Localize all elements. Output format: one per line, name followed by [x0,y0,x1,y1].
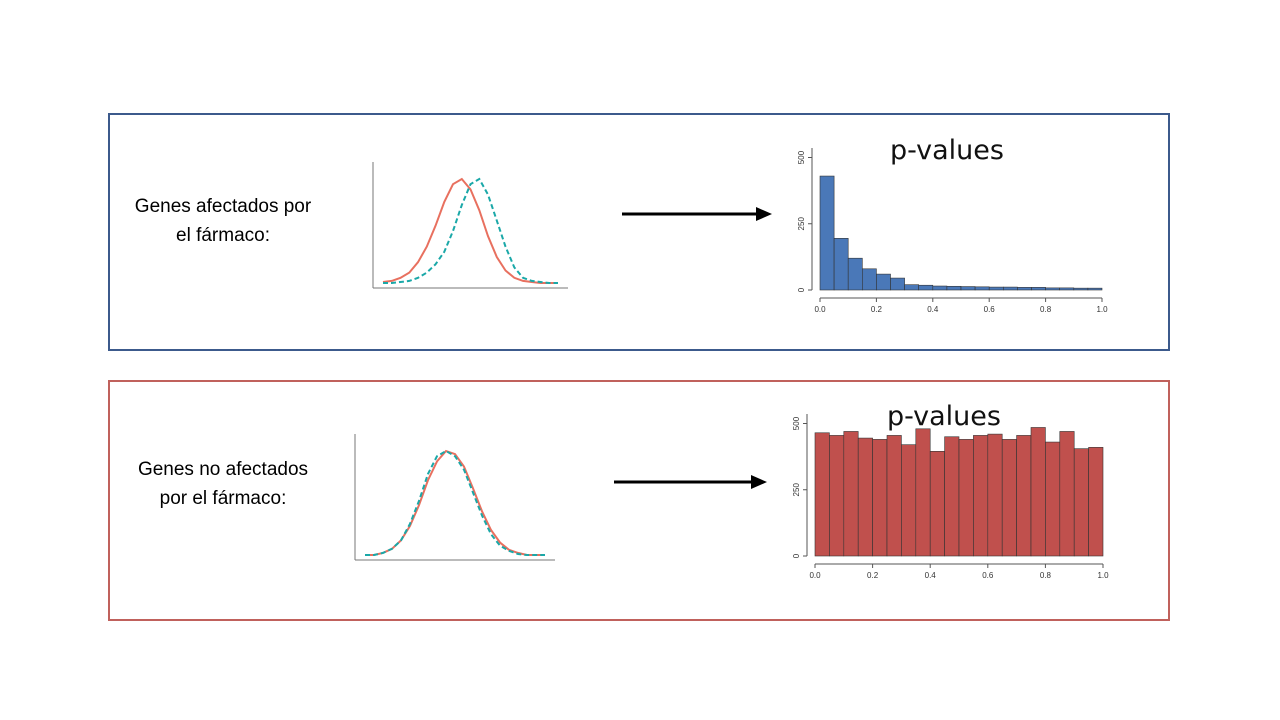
histogram-bar [904,284,919,291]
histogram-bar [1045,287,1061,291]
arrow-right-icon [614,475,767,489]
histogram-bar [1030,427,1046,557]
x-tick-label: 0.4 [927,305,939,314]
histogram-affected: 025050010000.00.20.40.60.81.0 [797,148,1108,314]
histogram-title-affected: p-values [890,135,1004,166]
density-curve-solid [365,449,545,556]
panel-unaffected-genes [108,380,1170,621]
histogram-bar [946,285,962,291]
histogram-bar [876,273,891,291]
histogram-bar [814,432,830,557]
histogram-bar [862,268,877,291]
histogram-bar [918,284,934,291]
x-tick-label: 0.6 [982,571,994,580]
y-tick-label: 250 [797,217,806,231]
histogram-bar [843,431,859,557]
histogram-bar [1088,447,1104,557]
histogram-bar [1001,439,1017,557]
histogram-bar [833,238,849,291]
y-tick-label: 0 [797,287,806,292]
histogram-bar [1059,287,1075,291]
histogram-bar [847,257,863,291]
histogram-bar [960,286,976,291]
histogram-bar [872,439,888,557]
histogram-bar [819,175,835,291]
histogram-bar [944,436,960,557]
histogram-bar [958,439,974,557]
density-plot-affected [372,162,568,289]
histogram-bar [973,435,989,557]
y-tick-label: 500 [797,150,806,164]
histogram-bar [1045,441,1061,557]
histogram-bar [1059,431,1075,557]
y-tick-label: 500 [792,416,801,430]
panel-affected-genes [108,113,1170,351]
label-affected-genes: Genes afectados por el fármaco: [134,196,312,246]
histogram-unaffected: 025050010000.00.20.40.60.81.0 [792,414,1109,580]
x-tick-label: 0.8 [1040,571,1052,580]
y-tick-label: 250 [792,483,801,497]
histogram-bar [1017,287,1032,291]
histogram-bar [1073,448,1089,557]
density-plot-unaffected [354,434,555,561]
histogram-bar [857,437,873,557]
x-tick-label: 1.0 [1097,571,1109,580]
x-tick-label: 0.4 [925,571,937,580]
histogram-bar [829,435,845,557]
x-tick-label: 0.2 [867,571,879,580]
histogram-bar [932,285,948,291]
density-curve-solid [382,177,558,284]
histogram-bar [1087,287,1103,291]
histogram-bar [929,451,945,557]
density-curve-dashed [365,449,545,556]
histogram-bar [1073,287,1089,291]
arrow-right-icon [622,207,772,221]
histogram-bar [974,286,990,291]
histogram-bar [1003,286,1018,291]
histogram-bar [987,433,1003,557]
histogram-bar [1031,287,1046,291]
histogram-bar [1016,435,1032,557]
histogram-title-unaffected: p-values [887,401,1001,432]
x-tick-label: 0.6 [984,305,996,314]
histogram-bar [915,428,931,557]
x-tick-label: 0.0 [809,571,821,580]
x-tick-label: 1.0 [1096,305,1108,314]
density-curve-dashed [383,177,558,284]
x-tick-label: 0.8 [1040,305,1052,314]
x-tick-label: 0.0 [814,305,826,314]
histogram-bar [890,277,905,291]
histogram-bar [988,286,1004,291]
label-unaffected-genes: Genes no afectados por el fármaco: [137,459,309,509]
histogram-bar [886,435,902,557]
x-tick-label: 0.2 [871,305,883,314]
y-tick-label: 0 [792,553,801,558]
histogram-bar [901,444,917,557]
